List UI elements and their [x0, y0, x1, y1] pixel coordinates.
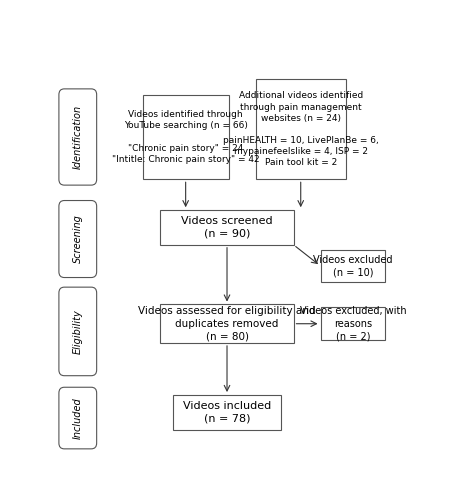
FancyBboxPatch shape [255, 79, 345, 180]
Text: Videos included
(n = 78): Videos included (n = 78) [182, 401, 270, 423]
Text: Videos excluded
(n = 10): Videos excluded (n = 10) [313, 255, 392, 277]
FancyBboxPatch shape [59, 89, 96, 185]
Text: Additional videos identified
through pain management
websites (n = 24)

painHEAL: Additional videos identified through pai… [222, 92, 378, 167]
Text: Videos screened
(n = 90): Videos screened (n = 90) [181, 216, 272, 238]
FancyBboxPatch shape [142, 94, 228, 180]
Text: Eligibility: Eligibility [73, 309, 82, 354]
Text: Videos assessed for eligibility and
duplicates removed
(n = 80): Videos assessed for eligibility and dupl… [138, 306, 315, 341]
FancyBboxPatch shape [320, 250, 384, 282]
Text: Videos excluded, with
reasons
(n = 2): Videos excluded, with reasons (n = 2) [299, 306, 405, 341]
Text: Videos identified through
YouTube searching (n = 66)

"Chronic pain story" = 24
: Videos identified through YouTube search… [112, 110, 259, 164]
FancyBboxPatch shape [173, 395, 281, 430]
Text: Identification: Identification [73, 105, 82, 169]
Text: Screening: Screening [73, 214, 82, 264]
FancyBboxPatch shape [59, 387, 96, 449]
Text: Included: Included [73, 397, 82, 439]
FancyBboxPatch shape [59, 287, 96, 376]
FancyBboxPatch shape [320, 308, 384, 340]
FancyBboxPatch shape [59, 200, 96, 278]
FancyBboxPatch shape [160, 304, 293, 343]
FancyBboxPatch shape [160, 210, 293, 245]
